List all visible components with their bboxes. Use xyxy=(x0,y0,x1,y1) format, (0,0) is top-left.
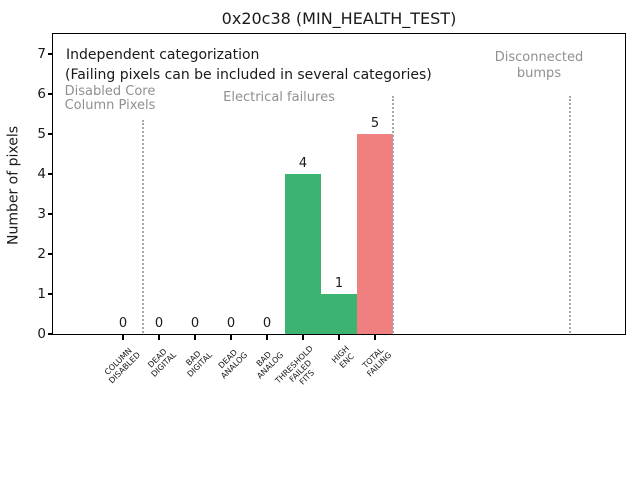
annotation-region-disconnected-bumps: Disconnected bumps xyxy=(494,50,584,81)
y-tick xyxy=(48,293,53,295)
annotation-independent-categorization: Independent categorization xyxy=(66,47,260,63)
plot-area xyxy=(52,33,626,335)
x-tick xyxy=(158,335,160,340)
y-tick-label: 0 xyxy=(37,326,46,342)
x-tick xyxy=(338,335,340,340)
x-tick-label-column-disabled: COLUMN DISABLED xyxy=(102,346,142,386)
bar-value-label: 1 xyxy=(334,276,344,291)
x-tick xyxy=(266,335,268,340)
x-tick-label-total-failing: TOTAL FAILING xyxy=(361,345,394,379)
separator-line-3 xyxy=(569,96,571,333)
x-tick-label-high-enc: HIGH ENC xyxy=(330,344,357,370)
y-tick xyxy=(48,173,53,175)
y-tick-label: 3 xyxy=(37,206,46,222)
y-tick-label: 7 xyxy=(37,46,46,62)
annotation-region-disabled-core: Disabled Core Column Pixels xyxy=(64,84,156,113)
x-tick xyxy=(194,335,196,340)
bar-value-label: 0 xyxy=(154,316,164,331)
chart-title: 0x20c38 (MIN_HEALTH_TEST) xyxy=(221,9,457,28)
y-tick-label: 6 xyxy=(37,86,46,102)
bar-value-label: 4 xyxy=(298,156,308,171)
bar-high-enc xyxy=(321,294,357,334)
annotation-categories-note: (Failing pixels can be included in sever… xyxy=(65,67,432,83)
bar-value-label: 0 xyxy=(226,316,236,331)
y-tick xyxy=(48,213,53,215)
x-tick-label-dead-analog: DEAD ANALOG xyxy=(217,347,250,381)
y-tick xyxy=(48,133,53,135)
separator-line-2 xyxy=(391,96,394,333)
x-tick xyxy=(302,335,304,340)
bar-total-failing xyxy=(357,134,393,334)
bar-threshold-failed-fits xyxy=(285,174,321,334)
bar-value-label: 0 xyxy=(118,316,128,331)
y-tick xyxy=(48,333,53,335)
bar-value-label: 0 xyxy=(190,316,200,331)
y-tick xyxy=(48,53,53,55)
y-tick-label: 1 xyxy=(37,286,46,302)
x-tick-label-dead-digital: DEAD DIGITAL xyxy=(145,346,178,379)
x-tick xyxy=(374,335,376,340)
y-tick-label: 5 xyxy=(37,126,46,142)
bar-value-label: 0 xyxy=(262,316,272,331)
x-tick-label-threshold-failed-fits: THRESHOLD FAILED FITS xyxy=(273,344,317,387)
annotation-region-electrical-failures: Electrical failures xyxy=(223,90,335,105)
x-tick-label-bad-digital: BAD DIGITAL xyxy=(183,349,214,379)
y-tick xyxy=(48,253,53,255)
separator-line-1 xyxy=(142,120,144,333)
bar-value-label: 5 xyxy=(370,116,380,131)
y-tick-label: 4 xyxy=(37,166,46,182)
x-tick xyxy=(122,335,124,340)
x-tick xyxy=(230,335,232,340)
y-tick xyxy=(48,93,53,95)
y-tick-label: 2 xyxy=(37,246,46,262)
